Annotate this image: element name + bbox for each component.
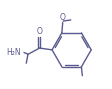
Text: O: O (36, 28, 42, 36)
Text: O: O (59, 13, 65, 22)
Text: H₂N: H₂N (6, 48, 21, 57)
